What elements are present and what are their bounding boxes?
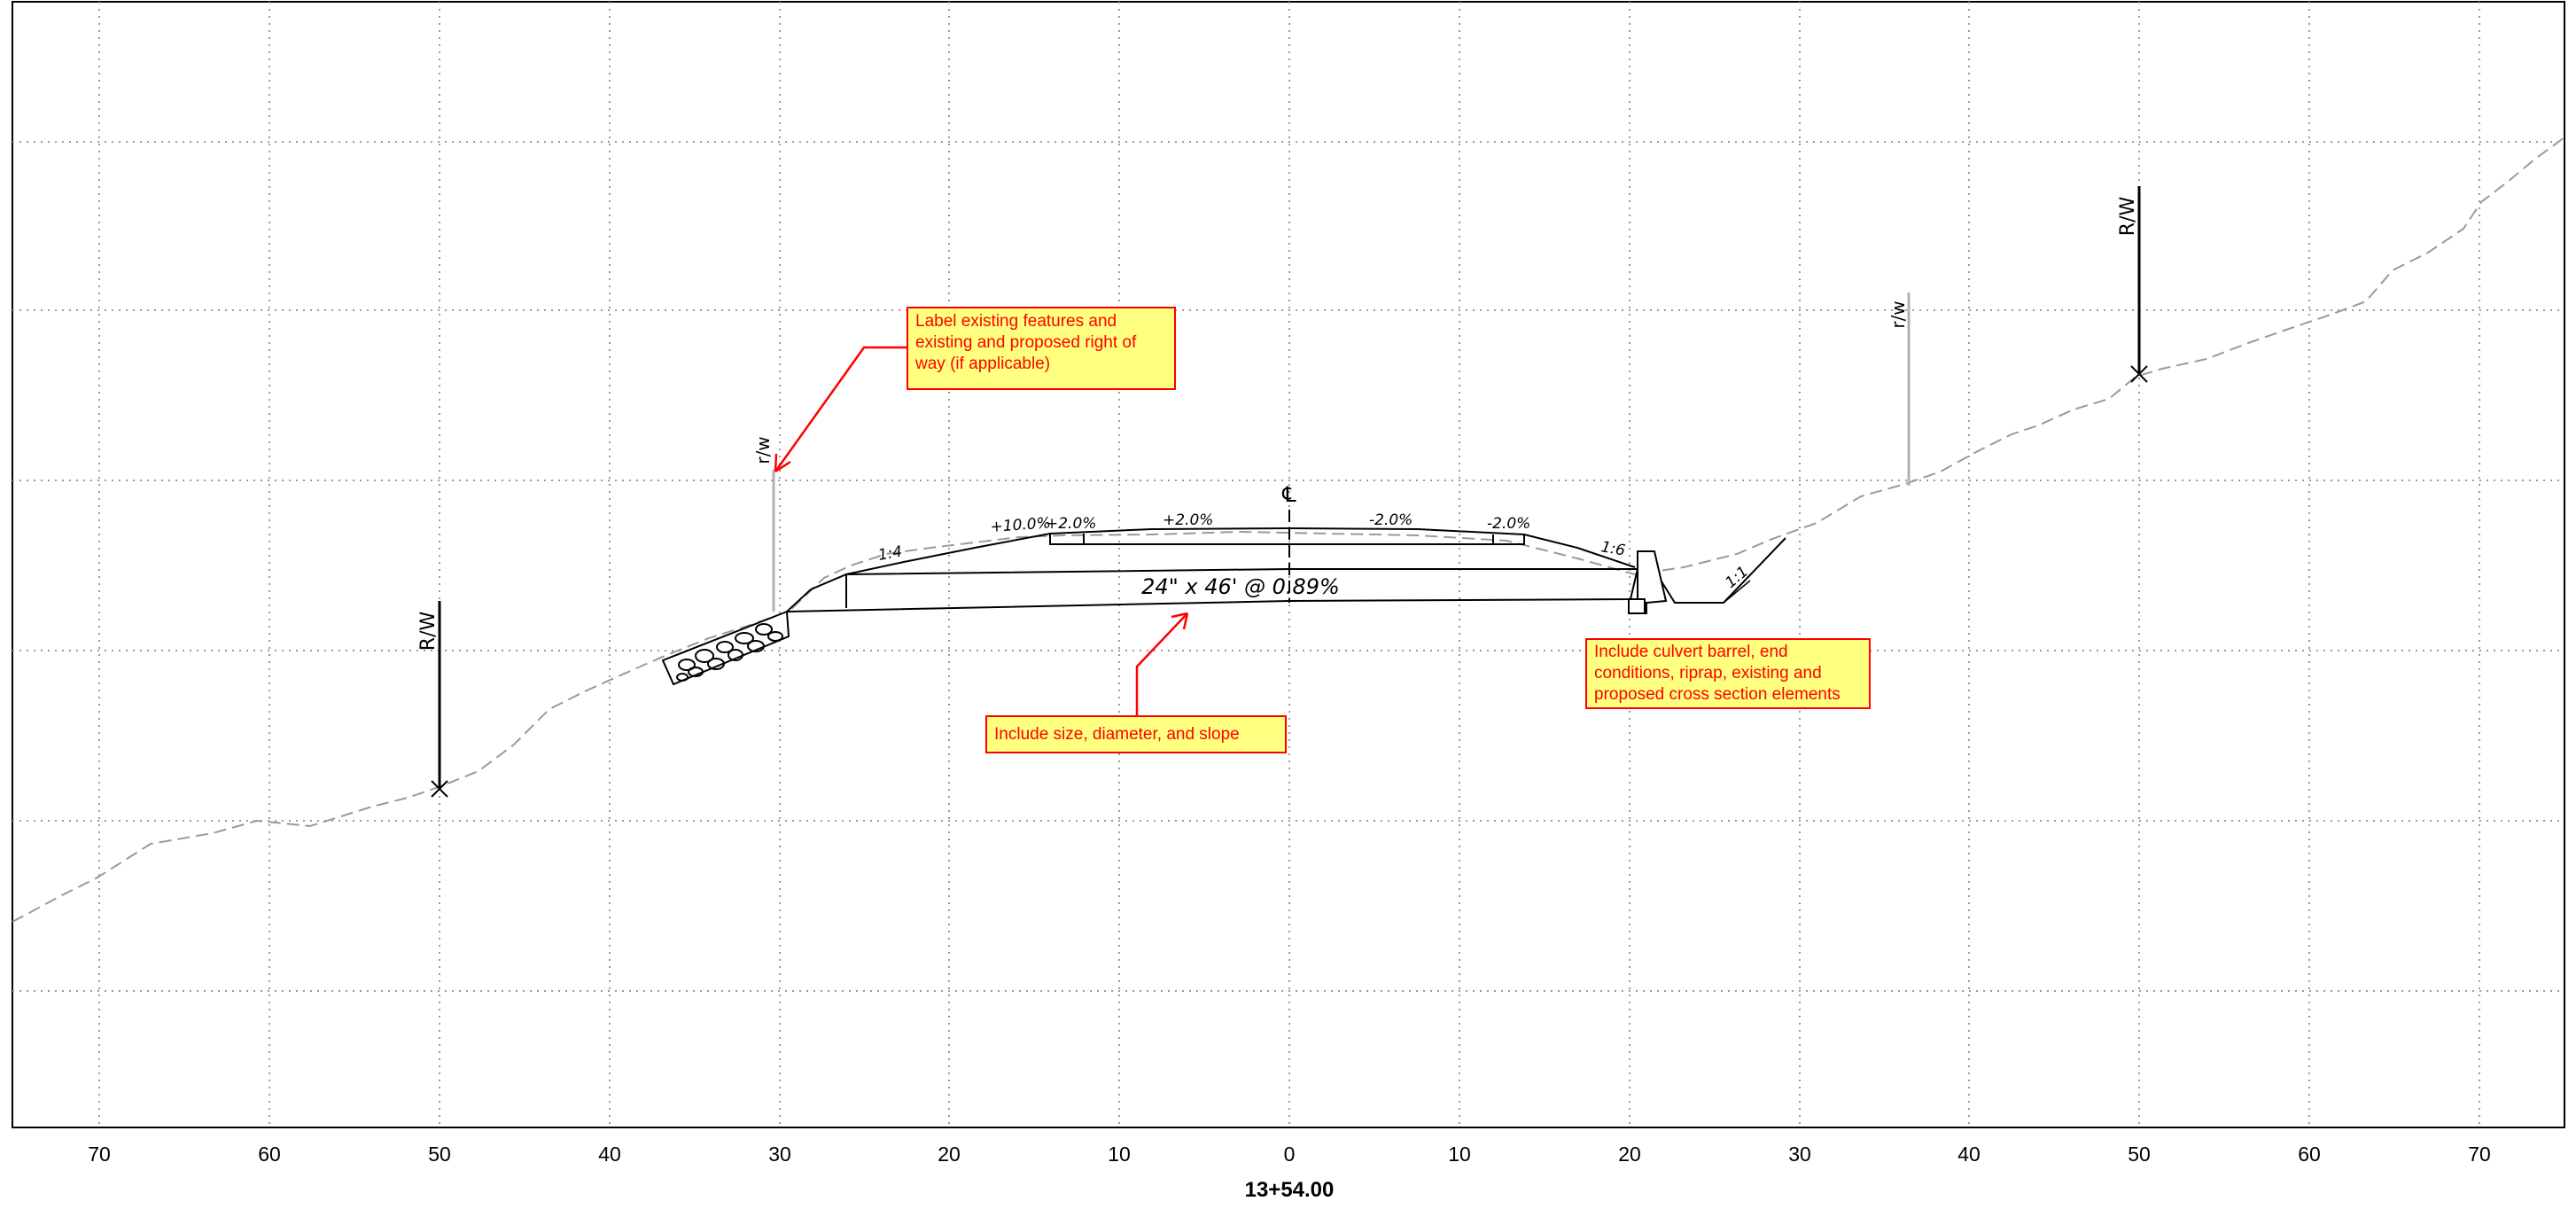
x-tick-label: 40 xyxy=(1957,1143,1981,1166)
x-tick-label: 20 xyxy=(1618,1143,1641,1166)
cross-slope-label: -2.0% xyxy=(1487,515,1530,533)
x-tick-label: 20 xyxy=(938,1143,961,1166)
x-axis-ticks: 70 60 50 40 30 20 10 0 10 20 30 40 50 60… xyxy=(88,1143,2491,1166)
leader-rw xyxy=(774,346,908,472)
rw-left-label: R/W xyxy=(417,612,440,651)
x-tick-label: 60 xyxy=(2298,1143,2321,1166)
callout-right-of-way: Label existing features and existing and… xyxy=(907,307,1176,390)
x-tick-label: 50 xyxy=(428,1143,451,1166)
arrowhead-size xyxy=(1171,612,1189,630)
x-tick-label: 50 xyxy=(2128,1143,2151,1166)
proposed-rw-right: R/W xyxy=(2117,186,2148,383)
x-tick-label: 0 xyxy=(1284,1143,1296,1166)
riprap xyxy=(661,610,790,686)
arrowhead-rw xyxy=(774,453,791,473)
existing-ground-line xyxy=(12,136,2565,923)
existing-rw-left: r/w xyxy=(752,436,775,612)
callout-size-diameter-slope: Include size, diameter, and slope xyxy=(985,715,1287,753)
proposed-rw-left: R/W xyxy=(417,601,448,798)
cross-slope-label: +2.0% xyxy=(1046,515,1096,533)
x-tick-label: 70 xyxy=(2468,1143,2491,1166)
rw-existing-left-label: r/w xyxy=(752,436,774,464)
x-tick-label: 30 xyxy=(768,1143,791,1166)
roadway-section xyxy=(786,526,1786,612)
station-label: 13+54.00 xyxy=(1245,1178,1335,1202)
slope-label-left: 1:4 xyxy=(876,542,903,564)
rw-existing-right-label: r/w xyxy=(1887,300,1909,328)
leader-size xyxy=(1135,612,1188,718)
slope-label-outlet: 1:1 xyxy=(1722,563,1752,592)
cross-slope-label: -2.0% xyxy=(1369,511,1413,529)
x-tick-label: 30 xyxy=(1788,1143,1811,1166)
x-tick-label: 10 xyxy=(1448,1143,1471,1166)
centerline-symbol: ℄ xyxy=(1281,482,1296,507)
culvert-size-label: 24" x 46' @ 0.89% xyxy=(1141,574,1340,599)
x-tick-label: 40 xyxy=(598,1143,621,1166)
rw-right-label: R/W xyxy=(2117,197,2139,237)
x-tick-label: 60 xyxy=(258,1143,281,1166)
cross-slope-label: +2.0% xyxy=(1163,511,1213,529)
x-tick-label: 10 xyxy=(1108,1143,1131,1166)
slope-label-right: 1:6 xyxy=(1599,538,1627,559)
cross-slope-label: +10.0% xyxy=(990,514,1051,536)
existing-rw-right: r/w xyxy=(1887,292,1911,486)
x-tick-label: 70 xyxy=(88,1143,111,1166)
callout-leaders xyxy=(774,346,1189,718)
callout-culvert-elements: Include culvert barrel, end conditions, … xyxy=(1585,638,1871,709)
